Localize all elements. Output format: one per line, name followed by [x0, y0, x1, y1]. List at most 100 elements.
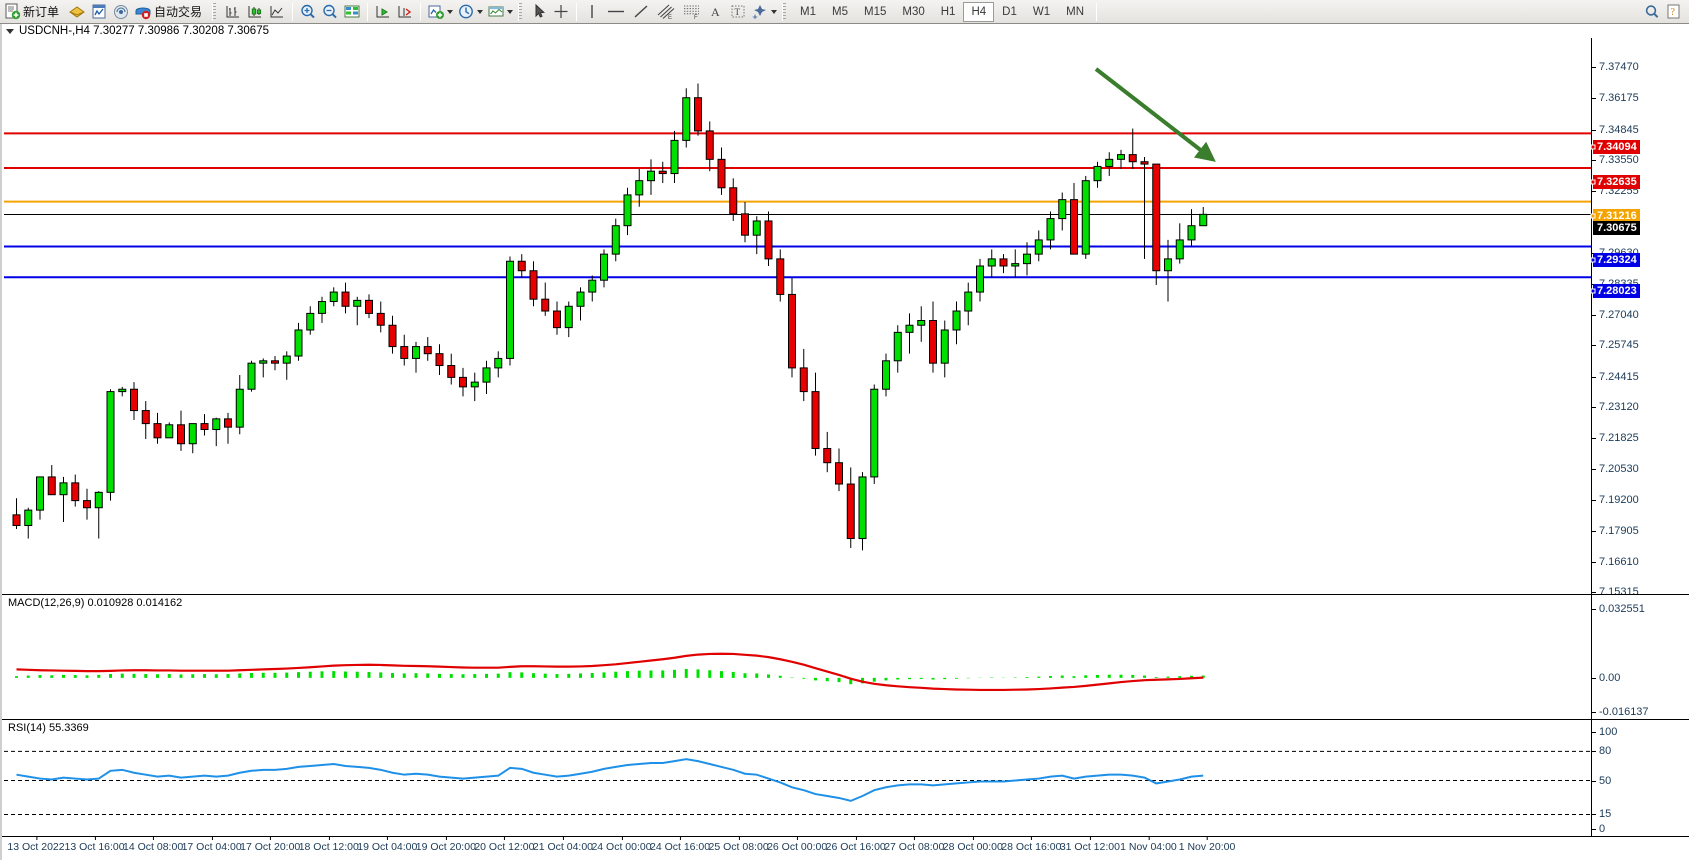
- cursor-button[interactable]: [528, 1, 550, 23]
- macd-plot-area[interactable]: [4, 595, 1591, 719]
- timeframe-h4[interactable]: H4: [963, 1, 995, 22]
- autotrading-icon: [135, 7, 151, 20]
- rsi-axis-tick: 0: [1592, 823, 1605, 835]
- time-axis-tick: 1 Nov 04:00: [1120, 836, 1177, 853]
- timeframe-m1[interactable]: M1: [800, 5, 817, 18]
- templates-icon: [488, 6, 504, 17]
- vertical-line-button[interactable]: [581, 1, 603, 23]
- horizontal-line-button[interactable]: [603, 1, 629, 23]
- price-tag-resistance-1[interactable]: 7.34094: [1593, 140, 1640, 155]
- level-handle-pivot[interactable]: [1590, 213, 1596, 219]
- toolbar-grip-2[interactable]: [518, 2, 526, 21]
- chart-window[interactable]: USDCNH-,H4 7.30277 7.30986 7.30208 7.306…: [0, 24, 1689, 860]
- candle-bearish: [447, 365, 456, 378]
- shapes-chevron-down-icon[interactable]: [771, 9, 778, 14]
- add-indicator-chevron-down-icon[interactable]: [447, 9, 454, 14]
- candle-bullish: [1199, 213, 1208, 227]
- candle-bearish: [1152, 163, 1161, 272]
- zoom-in-button[interactable]: [297, 1, 319, 23]
- timeframe-m15[interactable]: M15: [864, 5, 887, 18]
- zoom-out-button[interactable]: [319, 1, 341, 23]
- time-axis-tick: 17 Oct 04:00: [181, 836, 242, 853]
- price-axis-tick: 7.37470: [1592, 61, 1639, 73]
- candle-bullish: [647, 170, 655, 182]
- shapes-button[interactable]: [749, 1, 779, 23]
- signals-button[interactable]: [110, 1, 132, 23]
- label-button[interactable]: T: [727, 1, 749, 23]
- candle-bearish: [835, 462, 843, 485]
- macd-label: MACD(12,26,9) 0.010928 0.014162: [8, 597, 183, 609]
- indicators-button[interactable]: [88, 1, 110, 23]
- toolbar-grip-3[interactable]: [782, 2, 790, 21]
- crosshair-button[interactable]: [550, 1, 572, 23]
- search-button[interactable]: [1641, 1, 1663, 23]
- templates-button[interactable]: [485, 1, 515, 23]
- price-axis[interactable]: 7.374707.361757.348457.335507.322557.296…: [1590, 38, 1689, 598]
- text-button[interactable]: A: [705, 1, 727, 23]
- candle-bullish: [752, 220, 761, 236]
- level-handle-resistance-1[interactable]: [1590, 144, 1596, 150]
- timeframe-m5[interactable]: M5: [832, 5, 848, 18]
- macd-pane[interactable]: MACD(12,26,9) 0.010928 0.014162 0.032551…: [2, 594, 1689, 719]
- candle-bearish: [71, 482, 80, 502]
- data-window-button[interactable]: [341, 1, 363, 23]
- add-indicator-button[interactable]: [425, 1, 455, 23]
- symbol-ohlc-label: USDCNH-,H4 7.30277 7.30986 7.30208 7.306…: [19, 25, 269, 37]
- timeframe-m30[interactable]: M30: [902, 5, 925, 18]
- period-button[interactable]: [455, 1, 485, 23]
- expert-advisor-button[interactable]: [66, 1, 88, 23]
- price-tag-support-2[interactable]: 7.28023: [1593, 284, 1640, 299]
- toolbar-grip-1[interactable]: [212, 2, 220, 21]
- price-tag-support-1[interactable]: 7.29324: [1593, 253, 1640, 268]
- price-pane[interactable]: 7.374707.361757.348457.335507.322557.296…: [2, 38, 1689, 598]
- candlestick-chart-icon: [248, 6, 262, 18]
- rsi-plot-area[interactable]: [4, 720, 1591, 836]
- price-tag-current-price[interactable]: 7.30675: [1593, 221, 1640, 236]
- candle-bearish: [153, 423, 162, 439]
- line-chart-button[interactable]: [266, 1, 288, 23]
- price-tag-pivot[interactable]: 7.31216: [1593, 208, 1640, 223]
- chart-shift-button[interactable]: [372, 1, 394, 23]
- autotrading-button[interactable]: 自动交易: [132, 1, 209, 23]
- rsi-line: [16, 758, 1204, 802]
- price-plot-area[interactable]: [4, 38, 1591, 594]
- rsi-chart: [4, 750, 1591, 815]
- equidistant-channel-button[interactable]: E: [653, 1, 679, 23]
- timeframe-w1[interactable]: W1: [1032, 5, 1051, 18]
- candlestick-chart-button[interactable]: [244, 1, 266, 23]
- time-axis[interactable]: 13 Oct 2022 13 Oct 16:00 14 Oct 08:00 17 Oc…: [2, 836, 1689, 860]
- timeframe-d1[interactable]: D1: [1002, 5, 1017, 18]
- rsi-pane[interactable]: RSI(14) 55.3369 100 80 50 15 0: [2, 719, 1689, 836]
- level-handle-support-1[interactable]: [1590, 257, 1596, 263]
- candle-bullish: [482, 367, 491, 383]
- templates-chevron-down-icon[interactable]: [507, 9, 514, 14]
- trendline-button[interactable]: [629, 1, 653, 23]
- candle-bearish: [788, 293, 796, 369]
- price-tag-resistance-2[interactable]: 7.32635: [1593, 174, 1640, 189]
- trendline-icon: [634, 5, 648, 18]
- candle-bullish: [1175, 239, 1184, 260]
- timeframe-h1[interactable]: H1: [940, 5, 956, 18]
- fibonacci-button[interactable]: F: [679, 1, 705, 23]
- macd-axis-tick: 0.00: [1592, 672, 1620, 684]
- timeframe-mn[interactable]: MN: [1066, 5, 1084, 18]
- candle-bearish: [541, 298, 550, 312]
- auto-scroll-button[interactable]: [394, 1, 416, 23]
- time-axis-tick: 19 Oct 20:00: [415, 836, 476, 853]
- candle-bearish: [435, 353, 444, 367]
- chart-menu-chevron-down-icon[interactable]: [6, 28, 14, 34]
- period-chevron-down-icon[interactable]: [477, 9, 484, 14]
- timeframe-group: M1 M5 M15 M30 H1 H4 D1 W1 MN: [792, 1, 1092, 22]
- rsi-axis: 100 80 50 15 0: [1591, 720, 1689, 836]
- crosshair-icon: [554, 5, 568, 18]
- bar-chart-button[interactable]: [222, 1, 244, 23]
- help-button[interactable]: ?: [1663, 1, 1685, 23]
- candle-bearish: [799, 367, 808, 393]
- candle-bearish: [741, 213, 749, 236]
- candle-bullish: [682, 97, 691, 141]
- level-handle-resistance-2[interactable]: [1590, 179, 1596, 185]
- search-icon: [1645, 5, 1659, 18]
- new-order-button[interactable]: 新订单: [2, 1, 66, 23]
- candle-bullish: [564, 305, 573, 329]
- level-handle-support-2[interactable]: [1590, 288, 1596, 294]
